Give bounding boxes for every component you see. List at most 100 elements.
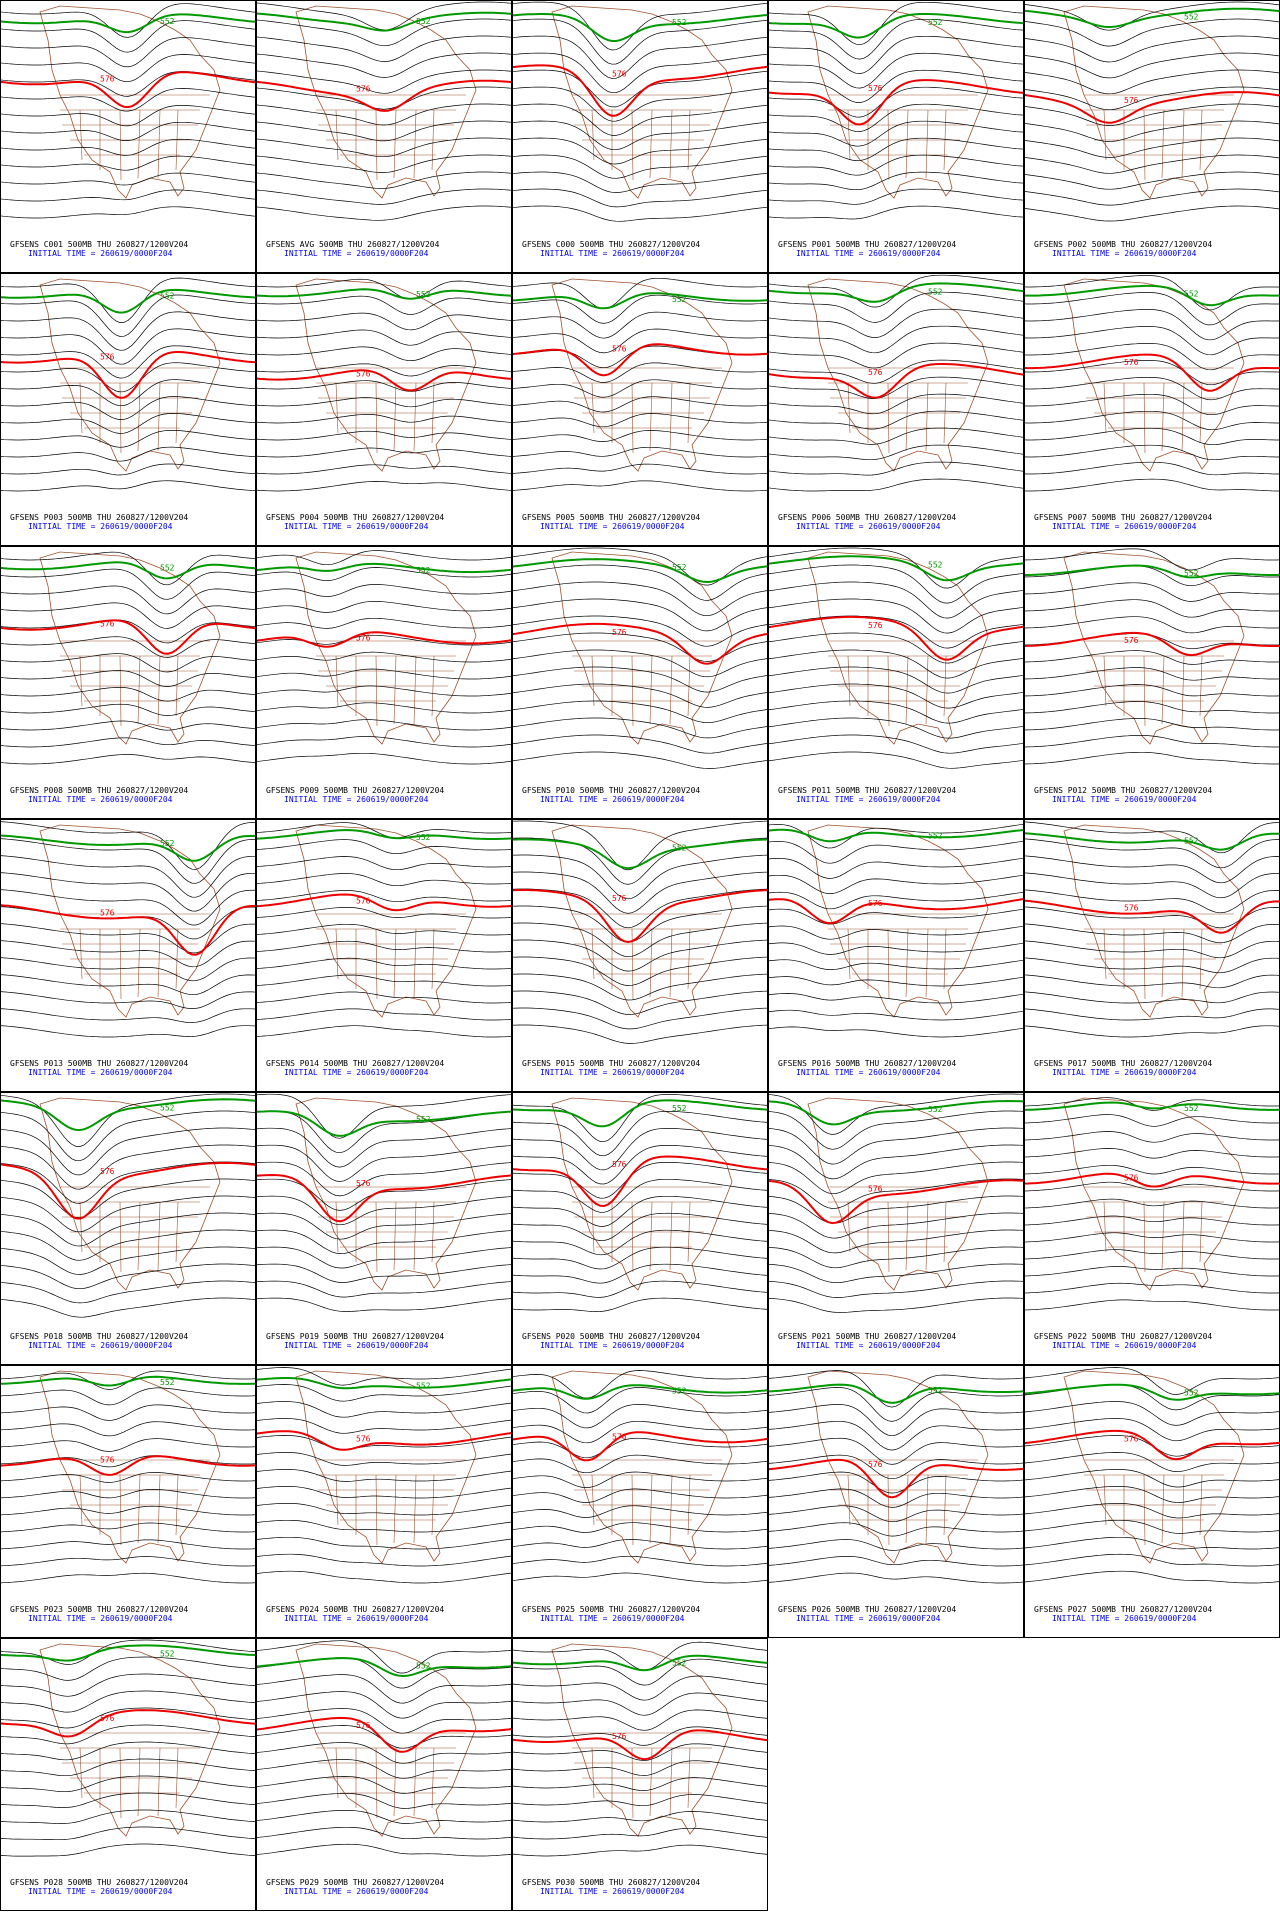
height-contour bbox=[511, 463, 769, 475]
coastline bbox=[295, 1643, 477, 1837]
height-contour bbox=[767, 581, 1025, 619]
panel-caption: GFSENS P002 500MB THU 260827/1200V204 bbox=[1034, 240, 1212, 249]
panel-caption: GFSENS P015 500MB THU 260827/1200V204 bbox=[522, 1059, 700, 1068]
height-contour bbox=[255, 430, 513, 441]
height-contour bbox=[511, 413, 769, 428]
contour-576 bbox=[0, 904, 256, 956]
height-contour bbox=[255, 1759, 513, 1779]
coastline bbox=[551, 278, 733, 472]
state-lines bbox=[1084, 94, 1234, 181]
height-contour bbox=[511, 1007, 769, 1030]
contour-label: 576 bbox=[356, 1435, 371, 1444]
panel-border bbox=[1024, 546, 1280, 819]
height-contour bbox=[511, 154, 769, 179]
height-contour bbox=[255, 481, 513, 492]
height-contour bbox=[255, 1519, 513, 1533]
height-contour bbox=[511, 1641, 769, 1671]
height-contour bbox=[511, 717, 769, 739]
height-contour bbox=[1023, 342, 1280, 371]
height-contour bbox=[1023, 1536, 1280, 1550]
contour-label: 576 bbox=[868, 899, 883, 908]
height-contour bbox=[0, 687, 257, 702]
panel-caption: GFSENS P010 500MB THU 260827/1200V204 bbox=[522, 786, 700, 795]
contour-576 bbox=[511, 622, 769, 665]
height-contour bbox=[255, 171, 513, 189]
height-contour bbox=[511, 446, 769, 458]
height-contour bbox=[511, 598, 769, 632]
contour-552 bbox=[255, 562, 513, 574]
height-contour bbox=[0, 1195, 257, 1233]
map-panel: 552 576 GFSENS P019 500MB THU 260827/1200V… bbox=[255, 1092, 513, 1365]
state-lines bbox=[1084, 367, 1234, 454]
map-panel: 552 576 GFSENS C000 500MB THU 260827/1200V… bbox=[511, 0, 769, 273]
height-contour bbox=[1023, 1553, 1280, 1567]
contour-576 bbox=[255, 369, 513, 392]
height-contour bbox=[255, 1826, 513, 1840]
panel-border bbox=[0, 1638, 256, 1911]
height-contour bbox=[511, 1161, 769, 1199]
height-contour bbox=[767, 547, 1025, 589]
contour-576 bbox=[511, 1729, 769, 1761]
height-contour bbox=[511, 69, 769, 108]
height-contour bbox=[1023, 701, 1280, 714]
height-contour bbox=[767, 171, 1025, 191]
height-contour bbox=[255, 1246, 513, 1269]
height-contour bbox=[767, 1280, 1025, 1298]
height-contour bbox=[0, 1556, 257, 1567]
height-contour bbox=[1023, 1367, 1280, 1395]
height-contour bbox=[255, 312, 513, 331]
contour-576 bbox=[767, 1458, 1025, 1499]
height-contour bbox=[511, 700, 769, 724]
height-contour bbox=[511, 1471, 769, 1488]
height-contour bbox=[1023, 410, 1280, 431]
height-contour bbox=[0, 155, 257, 171]
contour-label: 576 bbox=[100, 353, 115, 362]
height-contour bbox=[255, 188, 513, 205]
panel-border bbox=[512, 819, 768, 1092]
height-contour bbox=[1023, 667, 1280, 681]
panel-caption: GFSENS P005 500MB THU 260827/1200V204 bbox=[522, 513, 700, 522]
contour-552 bbox=[0, 1644, 257, 1662]
height-contour bbox=[255, 1127, 513, 1168]
height-contour bbox=[0, 720, 257, 731]
height-contour bbox=[511, 328, 769, 354]
height-contour bbox=[767, 410, 1025, 430]
height-contour bbox=[255, 890, 513, 903]
height-contour bbox=[511, 188, 769, 208]
height-contour bbox=[511, 1811, 769, 1823]
height-contour bbox=[255, 991, 513, 1004]
contour-label: 576 bbox=[868, 368, 883, 377]
height-contour bbox=[0, 1741, 257, 1761]
contour-label: 576 bbox=[100, 620, 115, 629]
height-contour bbox=[255, 1452, 513, 1466]
height-contour bbox=[511, 1777, 769, 1791]
height-contour bbox=[255, 752, 513, 765]
contour-label: 552 bbox=[160, 839, 175, 848]
height-contour bbox=[0, 20, 257, 53]
height-contour bbox=[511, 1246, 769, 1270]
height-contour bbox=[511, 1094, 769, 1143]
contour-label: 552 bbox=[1184, 290, 1199, 299]
contour-576 bbox=[0, 71, 257, 109]
panel-border bbox=[768, 273, 1024, 546]
height-contour bbox=[511, 837, 769, 885]
height-contour bbox=[0, 328, 257, 365]
height-contour bbox=[767, 1093, 1025, 1135]
height-contour bbox=[767, 461, 1025, 476]
height-contour bbox=[1023, 18, 1280, 47]
height-contour bbox=[0, 1539, 257, 1550]
contour-552 bbox=[255, 829, 513, 840]
height-contour bbox=[767, 1009, 1025, 1021]
initial-time: INITIAL TIME = 260619/0000F204 bbox=[28, 1887, 173, 1896]
contour-552 bbox=[511, 1384, 769, 1400]
map-panel: 552 576 GFSENS P022 500MB THU 260827/1200V… bbox=[1023, 1092, 1280, 1365]
height-contour bbox=[1023, 86, 1280, 111]
contour-label: 576 bbox=[100, 1456, 115, 1465]
panel-caption: GFSENS P030 500MB THU 260827/1200V204 bbox=[522, 1878, 700, 1887]
height-contour bbox=[255, 1708, 513, 1734]
height-contour bbox=[511, 1024, 769, 1044]
contour-label: 576 bbox=[612, 1732, 627, 1741]
initial-time: INITIAL TIME = 260619/0000F204 bbox=[540, 795, 685, 804]
height-contour bbox=[767, 18, 1025, 60]
height-contour bbox=[0, 88, 257, 112]
